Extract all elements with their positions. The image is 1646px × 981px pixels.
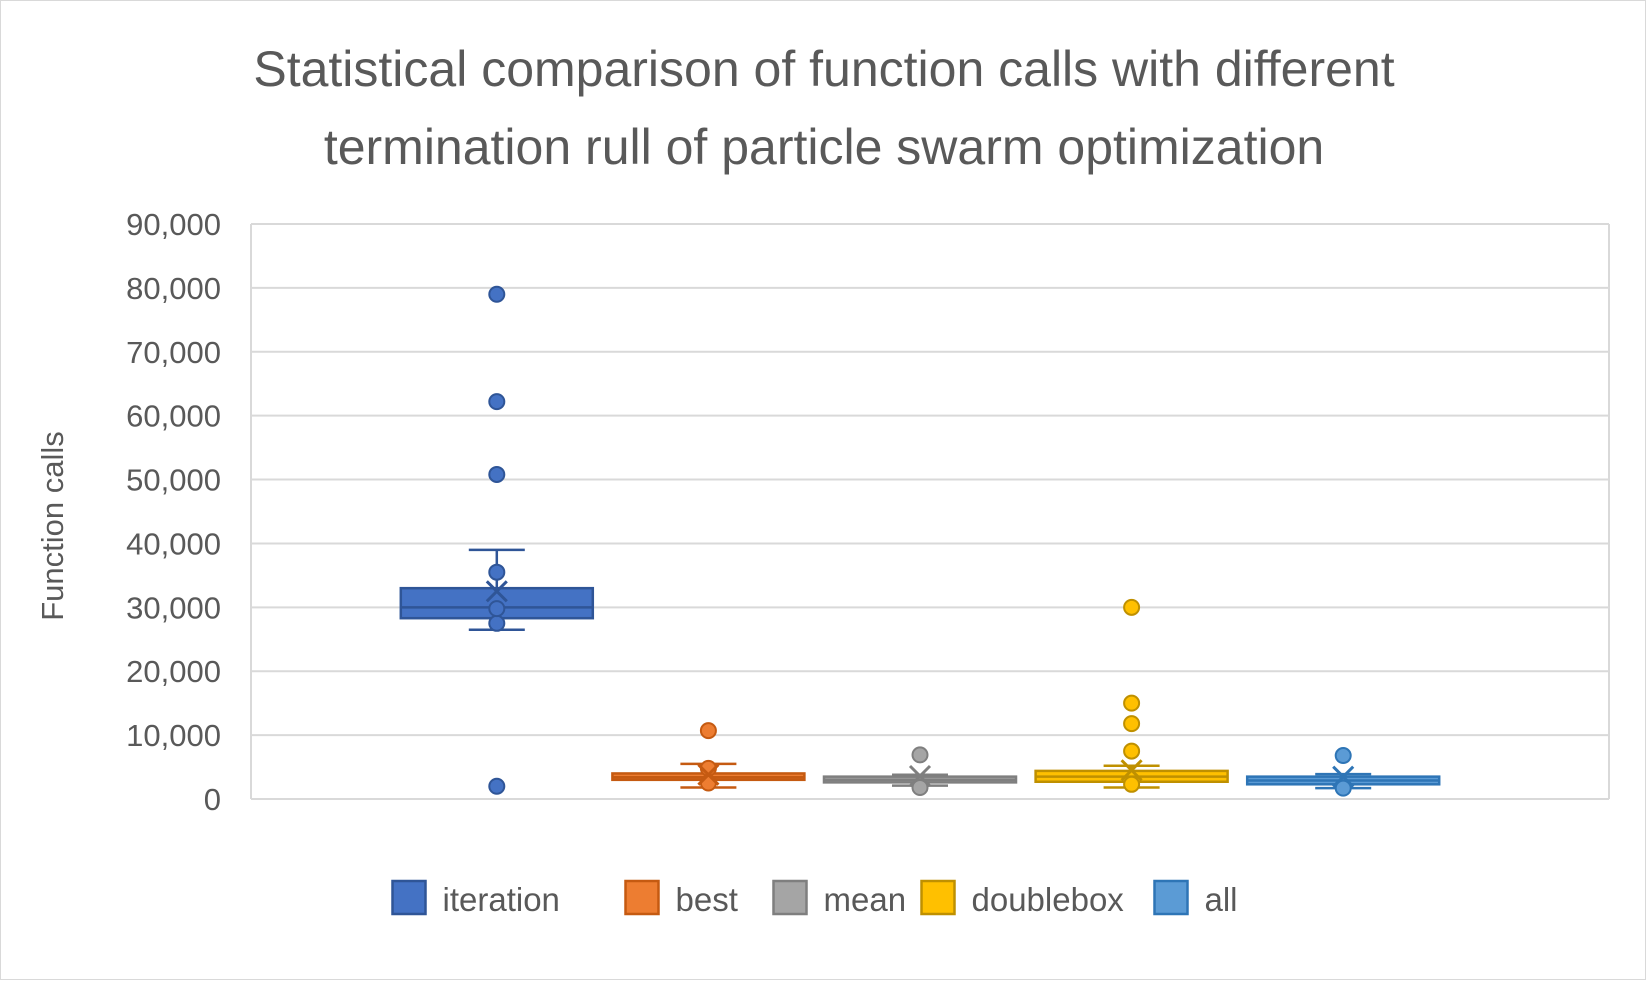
data-point [1123, 775, 1141, 793]
box-best [611, 722, 806, 792]
data-point [488, 393, 506, 411]
box-iteration [399, 285, 595, 795]
y-tick-label: 70,000 [126, 335, 221, 370]
legend-label: best [676, 881, 738, 918]
legend-swatch [920, 879, 956, 916]
legend-item-mean: mean [772, 879, 907, 918]
gridlines [250, 223, 1610, 800]
legend-label: mean [824, 881, 907, 918]
data-point [1123, 742, 1141, 760]
box-mean [822, 746, 1018, 796]
legend-swatch [772, 879, 808, 916]
chart-title-line-2: termination rull of particle swarm optim… [324, 119, 1324, 175]
data-point [911, 746, 929, 764]
y-tick-label: 30,000 [126, 590, 221, 625]
data-point [911, 779, 929, 796]
legend: iteration best mean doublebox all [391, 879, 1238, 918]
legend-item-iteration: iteration [391, 879, 560, 918]
chart-title-line-1: Statistical comparison of function calls… [253, 41, 1394, 97]
data-point [488, 465, 506, 483]
y-tick-label: 90,000 [126, 207, 221, 242]
y-tick-label: 0 [204, 782, 221, 817]
data-point [1334, 779, 1352, 797]
y-tick-label: 60,000 [126, 399, 221, 434]
legend-item-all: all [1153, 879, 1238, 918]
mean-marker [697, 763, 720, 786]
y-axis-label: Function calls [35, 431, 70, 621]
legend-label: doublebox [972, 881, 1125, 918]
legend-swatch [624, 879, 660, 916]
legend-label: iteration [443, 881, 560, 918]
data-point [699, 722, 717, 740]
mean-marker [485, 580, 508, 603]
box-doublebox [1034, 598, 1229, 793]
data-point [1123, 694, 1141, 712]
mean-marker [1332, 765, 1355, 788]
box-series [399, 285, 1441, 797]
mean-marker [908, 764, 932, 788]
box-all [1245, 747, 1441, 797]
y-tick-label: 80,000 [126, 271, 221, 306]
y-tick-label: 40,000 [126, 526, 221, 561]
y-tick-label: 20,000 [126, 654, 221, 689]
data-point [488, 285, 506, 303]
data-point [488, 614, 506, 632]
data-point [1123, 598, 1141, 616]
legend-swatch [1153, 879, 1189, 916]
data-point [488, 777, 506, 795]
data-point [1334, 747, 1352, 765]
data-point [1123, 715, 1141, 733]
legend-item-doublebox: doublebox [920, 879, 1125, 918]
legend-swatch [391, 879, 427, 916]
data-point [699, 774, 717, 792]
mean-marker [1120, 759, 1143, 782]
y-axis-tick-labels: 0 10,000 20,000 30,000 40,000 50,000 60,000 70,… [126, 207, 221, 817]
data-point [488, 600, 506, 618]
legend-label: all [1205, 881, 1238, 918]
data-point [488, 563, 506, 581]
legend-item-best: best [624, 879, 738, 918]
y-tick-label: 10,000 [126, 718, 221, 753]
y-tick-label: 50,000 [126, 463, 221, 498]
